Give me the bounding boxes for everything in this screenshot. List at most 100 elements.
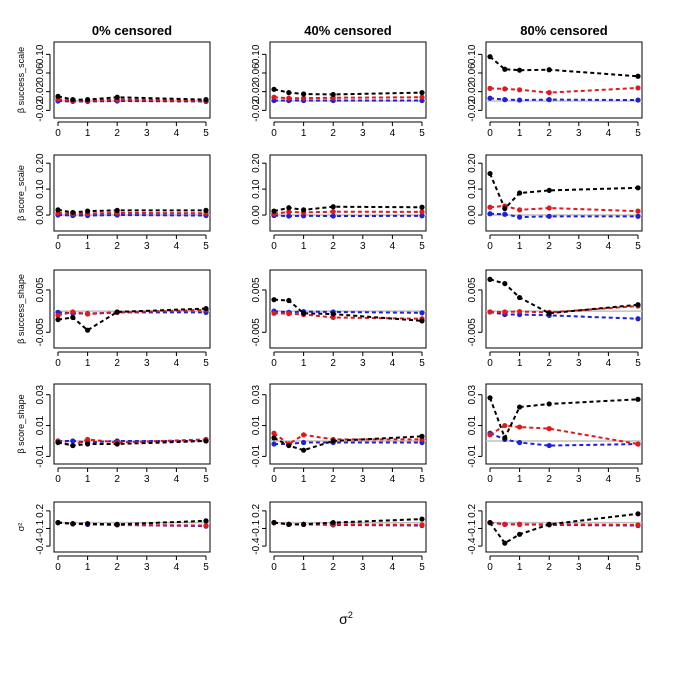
series-line-black (489, 397, 639, 441)
data-point-red (517, 207, 523, 213)
x-tick-label: 5 (419, 241, 425, 252)
x-tick-label: 0 (271, 241, 277, 252)
x-tick-label: 0 (55, 562, 61, 573)
series-line-black (489, 512, 639, 545)
data-point-blue (487, 211, 493, 217)
panel-frame (53, 383, 211, 465)
y-tick-label: 0.01 (467, 415, 478, 435)
data-point-red (546, 205, 552, 211)
data-point-black (286, 205, 292, 211)
x-tick-label: 1 (301, 128, 307, 139)
x-tick-label: 4 (390, 241, 396, 252)
y-axis-label: β success_scale (16, 47, 26, 113)
y-tick-label: -0.02 (467, 99, 478, 122)
panel-frame (53, 154, 211, 232)
data-point-blue (70, 438, 76, 444)
data-point-red (635, 441, 641, 447)
series-line-black (273, 298, 423, 322)
x-tick-label: 3 (144, 241, 150, 252)
data-point-black (271, 208, 277, 214)
y-tick-label: -0.1 (35, 519, 46, 537)
y-tick-label: -0.01 (467, 445, 478, 468)
data-point-black (286, 90, 292, 96)
column-title-2: 40% censored (304, 23, 391, 38)
data-point-black (203, 97, 209, 103)
data-point-blue (517, 97, 523, 103)
panel-frame (485, 41, 643, 119)
data-point-red (502, 86, 508, 92)
data-point-black (55, 93, 61, 99)
data-point-black (114, 207, 120, 213)
data-point-black (203, 207, 209, 213)
panel-r5-c3: 0 1 2 3 4 5 -0.4-0.1 0.2 (467, 501, 643, 573)
column-title-3: 80% censored (520, 23, 607, 38)
data-point-black (271, 297, 277, 303)
data-point-black (301, 310, 307, 316)
y-axis-label: β score_shape (16, 394, 26, 453)
x-tick-label: 4 (390, 358, 396, 369)
data-point-black (301, 207, 307, 213)
y-tick-label: -0.1 (467, 519, 478, 537)
data-point-black (546, 521, 552, 527)
data-point-black (517, 67, 523, 73)
y-tick-label: 0.02 (467, 81, 478, 101)
data-point-red (502, 521, 508, 527)
data-point-black (635, 185, 641, 191)
data-point-red (517, 308, 523, 315)
series-line-black (489, 55, 639, 78)
y-axis-label: β success_shape (16, 274, 26, 344)
data-point-black (85, 521, 91, 527)
x-tick-label: 2 (114, 562, 120, 573)
data-point-black (517, 531, 523, 537)
y-tick-label: 0.10 (467, 44, 478, 64)
x-tick-label: 0 (487, 128, 493, 139)
x-tick-label: 5 (419, 562, 425, 573)
data-point-red (635, 522, 641, 528)
data-point-black (330, 311, 336, 317)
x-tick-label: 2 (546, 562, 552, 573)
panel-frame (485, 501, 643, 553)
series-line-black (57, 208, 206, 214)
x-tick-label: 3 (576, 562, 582, 573)
data-point-black (487, 276, 493, 282)
data-point-black (85, 441, 91, 447)
series-line-black (273, 205, 423, 213)
y-tick-label: 0.00 (35, 205, 46, 225)
panel-frame (269, 269, 427, 349)
x-tick-label: 3 (576, 358, 582, 369)
panel-r4-c2: 0 1 2 3 4 5 -0.01 0.01 0.03 (251, 383, 427, 485)
x-tick-label: 5 (203, 358, 209, 369)
series-line-black (57, 95, 207, 101)
y-axis-label: σ² (16, 523, 26, 532)
data-point-black (502, 66, 508, 72)
x-tick-label: 4 (174, 358, 180, 369)
series-line-red (57, 211, 207, 215)
data-point-black (635, 396, 641, 402)
data-point-black (85, 208, 91, 214)
data-point-black (546, 187, 552, 194)
x-tick-label: 1 (517, 474, 523, 485)
data-point-black (419, 318, 425, 324)
panel-r3-c2: 0 1 2 3 4 5 -0.005 0.005 (251, 269, 427, 369)
data-point-red (286, 311, 292, 317)
data-point-red (517, 521, 523, 527)
x-tick-label: 3 (144, 128, 150, 139)
data-point-red (546, 90, 552, 96)
data-point-red (301, 95, 307, 101)
x-tick-label: 0 (271, 128, 277, 139)
x-tick-label: 2 (546, 474, 552, 485)
panel-r1-c2: 0 1 2 3 4 5 -0.020.020.060.10 (251, 41, 427, 139)
panel-frame (269, 501, 427, 553)
y-tick-label: 0.2 (251, 503, 262, 517)
x-tick-label: 4 (390, 474, 396, 485)
data-point-black (286, 521, 292, 527)
data-point-black (330, 91, 336, 98)
x-tick-label: 0 (271, 358, 277, 369)
y-tick-label: -0.005 (251, 318, 262, 347)
data-point-blue (635, 316, 641, 322)
x-tick-label: 3 (360, 358, 366, 369)
x-tick-label: 4 (174, 241, 180, 252)
x-tick-label: 5 (203, 241, 209, 252)
data-point-black (70, 521, 76, 527)
data-point-black (517, 190, 523, 196)
